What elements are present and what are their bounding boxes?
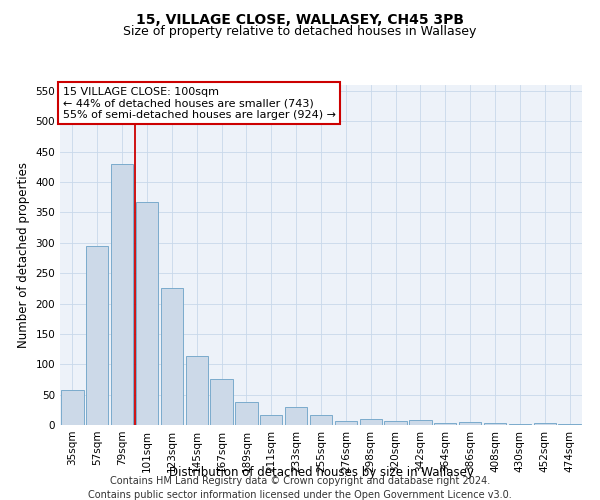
Bar bbox=[61, 390, 83, 425]
Bar bbox=[211, 379, 233, 425]
Bar bbox=[136, 202, 158, 425]
Bar bbox=[533, 423, 556, 425]
Bar bbox=[409, 420, 431, 425]
Bar bbox=[235, 402, 257, 425]
Bar bbox=[185, 356, 208, 425]
Text: 15, VILLAGE CLOSE, WALLASEY, CH45 3PB: 15, VILLAGE CLOSE, WALLASEY, CH45 3PB bbox=[136, 12, 464, 26]
Bar bbox=[86, 246, 109, 425]
Bar bbox=[310, 416, 332, 425]
Bar bbox=[509, 424, 531, 425]
Text: 15 VILLAGE CLOSE: 100sqm
← 44% of detached houses are smaller (743)
55% of semi-: 15 VILLAGE CLOSE: 100sqm ← 44% of detach… bbox=[62, 86, 335, 120]
Bar bbox=[260, 414, 283, 425]
Y-axis label: Number of detached properties: Number of detached properties bbox=[17, 162, 30, 348]
Bar bbox=[111, 164, 133, 425]
Bar bbox=[359, 419, 382, 425]
Text: Contains HM Land Registry data © Crown copyright and database right 2024.
Contai: Contains HM Land Registry data © Crown c… bbox=[88, 476, 512, 500]
Bar bbox=[385, 421, 407, 425]
Text: Size of property relative to detached houses in Wallasey: Size of property relative to detached ho… bbox=[124, 25, 476, 38]
Text: Distribution of detached houses by size in Wallasey: Distribution of detached houses by size … bbox=[169, 466, 473, 479]
Bar bbox=[335, 421, 357, 425]
Bar bbox=[559, 424, 581, 425]
Bar bbox=[459, 422, 481, 425]
Bar bbox=[285, 407, 307, 425]
Bar bbox=[484, 422, 506, 425]
Bar bbox=[434, 422, 457, 425]
Bar bbox=[161, 288, 183, 425]
